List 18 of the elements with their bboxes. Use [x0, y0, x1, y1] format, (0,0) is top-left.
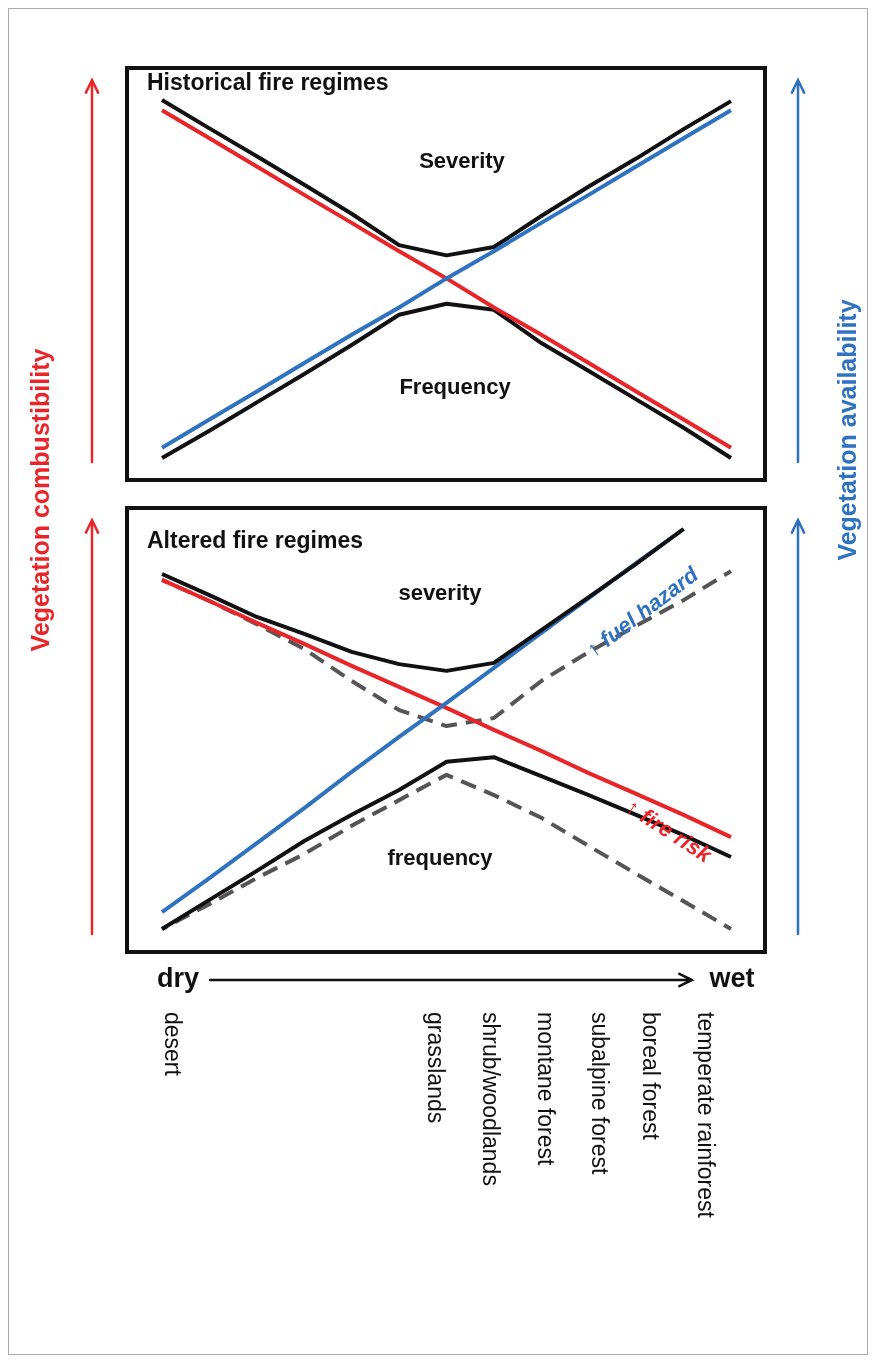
text: desert: [158, 1012, 186, 1076]
chart-title: Altered fire regimes: [147, 527, 364, 553]
y2-axis-title: Vegetation availability: [832, 299, 862, 561]
text: subalpine forest: [585, 1012, 613, 1175]
text: shrub/woodlands: [476, 1012, 504, 1186]
text: montane forest: [531, 1012, 559, 1166]
text: severity: [398, 580, 483, 606]
text: ↑ fire risk: [621, 794, 718, 869]
text: temperate rainforest: [691, 1012, 719, 1218]
text: boreal forest: [636, 1012, 664, 1140]
y-axis-title: Vegetation combustibility: [25, 348, 55, 652]
chart-title: Historical fire regimes: [147, 69, 389, 95]
text: dry: [156, 962, 200, 994]
series-label: frequency: [387, 845, 494, 871]
text: wet: [709, 962, 755, 994]
text: grasslands: [421, 1012, 449, 1124]
series-label: Frequency: [399, 374, 512, 400]
text: Severity: [419, 148, 506, 174]
